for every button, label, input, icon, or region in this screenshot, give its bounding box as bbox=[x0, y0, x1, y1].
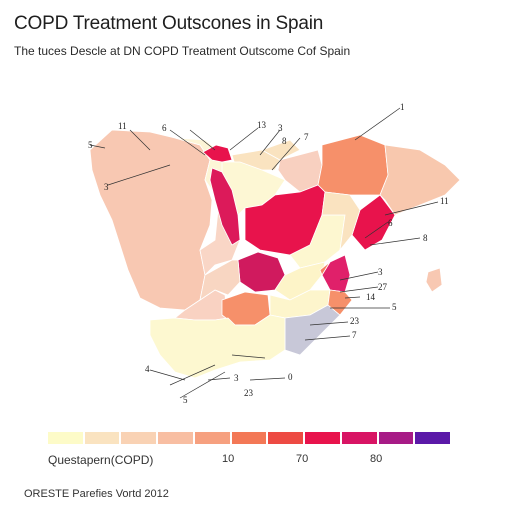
leader-line bbox=[207, 377, 231, 381]
region-labels: 11 6 13 3 7 1 5 3 8 11 6 8 3 27 14 5 23 … bbox=[88, 102, 449, 405]
region-label: 3 bbox=[104, 182, 109, 192]
leader-line bbox=[344, 296, 361, 299]
region-group bbox=[89, 129, 461, 379]
region-label: 7 bbox=[352, 330, 357, 340]
region-label: 3 bbox=[378, 267, 383, 277]
map-title: COPD Treatment Outscones in Spain bbox=[14, 13, 324, 34]
region-label: 14 bbox=[366, 292, 376, 302]
legend-swatch bbox=[305, 432, 340, 444]
leader-line bbox=[189, 129, 216, 151]
region-label: 6 bbox=[162, 123, 167, 133]
region-label: 5 bbox=[392, 302, 397, 312]
region-clm-west[interactable] bbox=[199, 259, 241, 301]
leader-lines bbox=[89, 107, 439, 399]
region-catalonia[interactable] bbox=[379, 144, 461, 216]
region-murcia[interactable] bbox=[284, 304, 341, 356]
region-cantabria[interactable] bbox=[202, 144, 233, 163]
legend-title: Questapern(COPD) bbox=[48, 453, 154, 467]
region-label: 3 bbox=[278, 123, 283, 133]
leader-line bbox=[369, 237, 421, 246]
region-label: 5 bbox=[183, 395, 188, 405]
color-legend-bar bbox=[48, 432, 451, 444]
leader-line bbox=[179, 371, 226, 399]
legend-swatch bbox=[158, 432, 193, 444]
region-label: 27 bbox=[378, 282, 388, 292]
region-balearic[interactable] bbox=[425, 267, 443, 293]
legend-swatch bbox=[268, 432, 304, 444]
region-label: 13 bbox=[257, 120, 267, 130]
leader-line bbox=[249, 377, 286, 381]
region-rioja[interactable] bbox=[261, 139, 301, 161]
map-subtitle: The tuces Descle at DN COPD Treatment Ou… bbox=[14, 44, 351, 58]
leader-line bbox=[259, 129, 281, 156]
region-label: 4 bbox=[145, 364, 150, 374]
leader-line bbox=[107, 164, 171, 186]
region-andalusia[interactable] bbox=[149, 314, 286, 379]
region-label: 5 bbox=[88, 140, 93, 150]
leader-line bbox=[231, 354, 266, 359]
region-aragon[interactable] bbox=[317, 134, 389, 196]
region-label: 6 bbox=[388, 218, 393, 228]
region-teruel[interactable] bbox=[321, 191, 361, 252]
legend-swatch bbox=[231, 432, 267, 444]
leader-line bbox=[149, 369, 186, 381]
legend-swatch bbox=[48, 432, 83, 444]
region-cyl-central[interactable] bbox=[209, 167, 241, 246]
region-label: 3 bbox=[234, 373, 239, 383]
leader-line bbox=[229, 127, 259, 151]
region-label: 23 bbox=[350, 316, 360, 326]
region-label: 0 bbox=[288, 372, 293, 382]
leader-line bbox=[384, 201, 439, 216]
legend-swatch bbox=[194, 432, 230, 444]
region-label: 8 bbox=[282, 136, 287, 146]
leader-line bbox=[339, 271, 379, 281]
legend-swatch bbox=[415, 432, 451, 444]
region-label: 1 bbox=[400, 102, 405, 112]
region-label: 11 bbox=[440, 196, 449, 206]
leader-line bbox=[89, 144, 106, 149]
leader-line bbox=[309, 321, 349, 326]
legend-swatch bbox=[341, 432, 377, 444]
legend-tick-label: 80 bbox=[370, 453, 383, 465]
leader-line bbox=[339, 286, 379, 293]
region-label: 8 bbox=[423, 233, 428, 243]
legend-swatch bbox=[378, 432, 414, 444]
leader-line bbox=[169, 364, 216, 386]
leader-line bbox=[129, 129, 151, 151]
leader-line bbox=[271, 137, 301, 171]
legend-swatch bbox=[121, 432, 157, 444]
leader-line bbox=[364, 221, 389, 239]
legend-tick-label: 70 bbox=[296, 453, 309, 465]
region-label: 23 bbox=[244, 388, 254, 398]
leader-line bbox=[354, 107, 401, 141]
region-castellon[interactable] bbox=[319, 261, 331, 276]
region-galicia[interactable] bbox=[89, 129, 213, 311]
leader-line bbox=[304, 335, 351, 341]
legend-swatch bbox=[84, 432, 120, 444]
leader-line bbox=[169, 129, 206, 156]
legend-tick-label: 10 bbox=[222, 453, 235, 465]
source-note: ORESTE Parefies Vortd 2012 bbox=[24, 488, 169, 500]
region-label: 7 bbox=[304, 132, 309, 142]
region-label: 11 bbox=[118, 121, 127, 131]
